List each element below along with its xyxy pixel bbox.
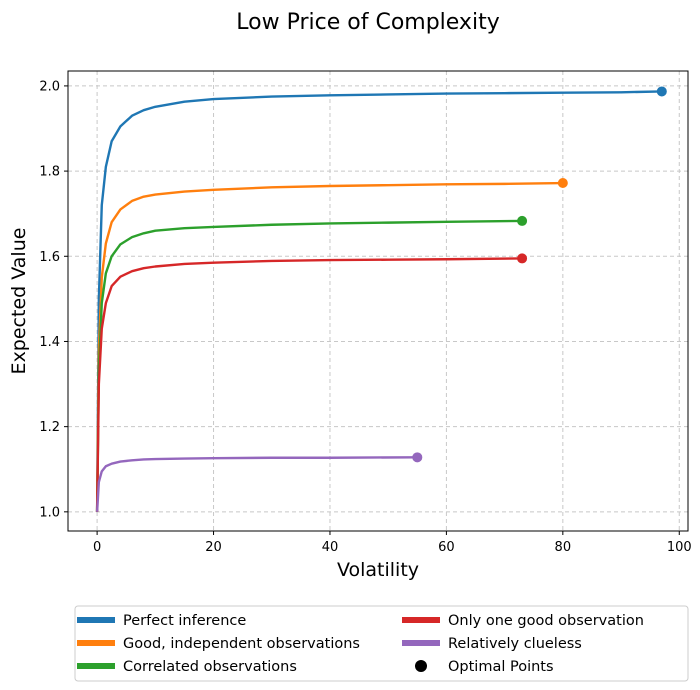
y-tick-label: 1.0	[39, 505, 60, 520]
grid	[68, 71, 688, 531]
series-line-5	[95, 456, 418, 512]
optimal-point-2	[557, 178, 568, 189]
legend-label-1: Perfect inference	[123, 613, 246, 629]
x-axis-label: Volatility	[337, 559, 419, 581]
series-layer	[95, 86, 667, 512]
optimal-point-4	[517, 253, 528, 264]
ticks: 0 20 40 60 80 100 1.0 1.2 1.4 1.6 1.8 2.0	[39, 79, 691, 555]
x-tick-label: 80	[555, 540, 572, 555]
legend-label-5: Relatively clueless	[448, 636, 582, 652]
legend-label-6: Optimal Points	[448, 659, 554, 675]
optimal-point-1	[656, 86, 667, 97]
series-line-2	[95, 181, 563, 512]
x-tick-label: 60	[438, 540, 455, 555]
chart-title: Low Price of Complexity	[236, 10, 499, 35]
series-line-4	[95, 257, 523, 512]
y-tick-label: 1.2	[39, 420, 60, 435]
legend-label-2: Good, independent observations	[123, 636, 360, 652]
legend-label-4: Only one good observation	[448, 613, 644, 629]
legend-label-3: Correlated observations	[123, 659, 297, 675]
x-tick-label: 100	[667, 540, 692, 555]
legend-box	[74, 605, 689, 682]
series-line-3	[95, 219, 523, 512]
legend-marker	[415, 660, 427, 672]
x-tick-label: 40	[322, 540, 339, 555]
x-tick-label: 0	[93, 540, 101, 555]
plot-frame	[67, 70, 689, 532]
optimal-point-3	[517, 215, 528, 226]
optimal-point-5	[412, 452, 423, 463]
x-tick-label: 20	[205, 540, 222, 555]
series-line-1	[95, 90, 662, 512]
legend: Perfect inference Good, independent obser…	[74, 605, 689, 682]
y-tick-label: 2.0	[39, 79, 60, 94]
y-tick-label: 1.4	[39, 335, 60, 350]
y-axis-label: Expected Value	[8, 228, 30, 375]
y-tick-label: 1.6	[39, 250, 60, 265]
y-tick-label: 1.8	[39, 165, 60, 180]
